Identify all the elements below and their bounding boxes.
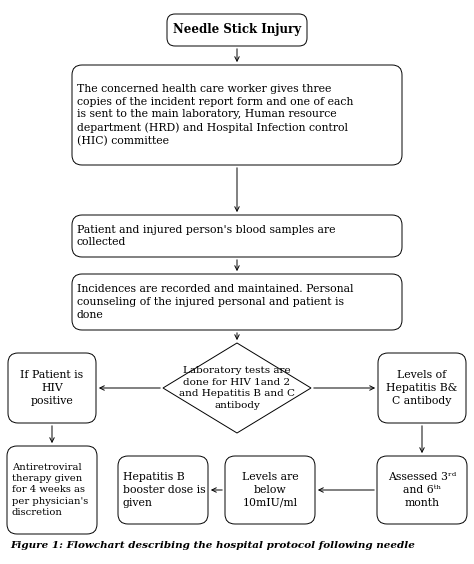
Text: Figure 1: Flowchart describing the hospital protocol following needle: Figure 1: Flowchart describing the hospi…	[10, 540, 415, 549]
FancyBboxPatch shape	[377, 456, 467, 524]
FancyBboxPatch shape	[72, 215, 402, 257]
Text: Levels of
Hepatitis B&
C antibody: Levels of Hepatitis B& C antibody	[386, 370, 457, 406]
FancyBboxPatch shape	[8, 353, 96, 423]
Text: The concerned health care worker gives three
copies of the incident report form : The concerned health care worker gives t…	[77, 84, 354, 146]
Text: Assessed 3ʳᵈ
and 6ᵗʰ
month: Assessed 3ʳᵈ and 6ᵗʰ month	[388, 472, 456, 508]
FancyBboxPatch shape	[118, 456, 208, 524]
Text: Laboratory tests are
done for HIV 1and 2
and Hepatitis B and C
antibody: Laboratory tests are done for HIV 1and 2…	[179, 367, 295, 409]
FancyBboxPatch shape	[7, 446, 97, 534]
Text: Incidences are recorded and maintained. Personal
counseling of the injured perso: Incidences are recorded and maintained. …	[77, 284, 354, 320]
FancyBboxPatch shape	[378, 353, 466, 423]
FancyBboxPatch shape	[225, 456, 315, 524]
FancyBboxPatch shape	[72, 274, 402, 330]
FancyBboxPatch shape	[72, 65, 402, 165]
Text: Needle Stick Injury: Needle Stick Injury	[173, 24, 301, 37]
Text: Patient and injured person's blood samples are
collected: Patient and injured person's blood sampl…	[77, 224, 336, 248]
Polygon shape	[163, 343, 311, 433]
Text: If Patient is
HIV
positive: If Patient is HIV positive	[20, 370, 83, 406]
Text: Levels are
below
10mIU/ml: Levels are below 10mIU/ml	[242, 472, 298, 508]
Text: Antiretroviral
therapy given
for 4 weeks as
per physician's
discretion: Antiretroviral therapy given for 4 weeks…	[12, 462, 88, 517]
Text: Hepatitis B
booster dose is
given: Hepatitis B booster dose is given	[123, 472, 206, 508]
FancyBboxPatch shape	[167, 14, 307, 46]
